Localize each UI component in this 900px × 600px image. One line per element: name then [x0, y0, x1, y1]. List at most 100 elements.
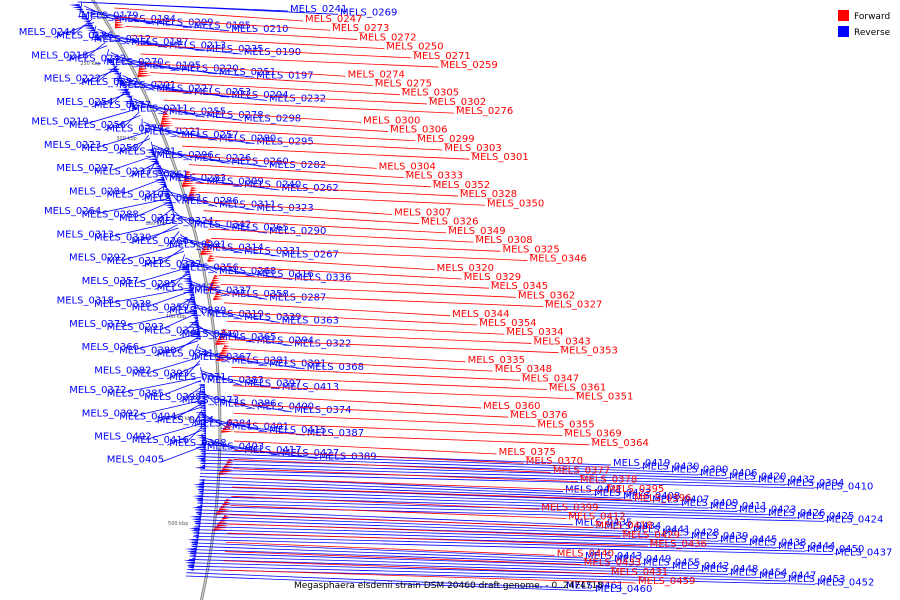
label-mels-0422[interactable]: MELS_0422: [594, 488, 651, 499]
label-mels-0415[interactable]: MELS_0415: [269, 425, 326, 436]
label-mels-0267[interactable]: MELS_0267: [282, 249, 339, 260]
label-mels-0412[interactable]: MELS_0412: [568, 512, 625, 523]
label-mels-0310[interactable]: MELS_0310: [106, 190, 163, 201]
label-mels-0385[interactable]: MELS_0385: [107, 388, 164, 399]
label-mels-0357[interactable]: MELS_0357: [82, 276, 139, 287]
label-mels-0375[interactable]: MELS_0375: [499, 447, 556, 458]
label-mels-0435[interactable]: MELS_0435: [575, 518, 632, 529]
label-mels-0347[interactable]: MELS_0347: [522, 373, 579, 384]
label-mels-0418[interactable]: MELS_0418: [595, 521, 652, 532]
label-mels-0431[interactable]: MELS_0431: [611, 567, 668, 578]
label-mels-0242[interactable]: MELS_0242: [69, 54, 126, 65]
label-mels-0304[interactable]: MELS_0304: [379, 161, 436, 172]
label-mels-0370[interactable]: MELS_0370: [526, 456, 583, 467]
label-mels-0358[interactable]: MELS_0358: [232, 289, 289, 300]
label-mels-0350[interactable]: MELS_0350: [487, 198, 544, 209]
label-mels-0223[interactable]: MELS_0223: [44, 140, 101, 151]
label-mels-0391[interactable]: MELS_0391: [269, 359, 326, 370]
label-mels-0209[interactable]: MELS_0209: [156, 17, 213, 28]
label-mels-0294[interactable]: MELS_0294: [257, 335, 314, 346]
label-mels-0429[interactable]: MELS_0429: [623, 530, 680, 541]
label-mels-0382[interactable]: MELS_0382: [94, 365, 151, 376]
label-mels-0379[interactable]: MELS_0379: [69, 319, 126, 330]
label-mels-0368[interactable]: MELS_0368: [307, 362, 364, 373]
label-mels-0298[interactable]: MELS_0298: [244, 113, 301, 124]
label-mels-0406[interactable]: MELS_0406: [700, 468, 757, 479]
label-mels-0268[interactable]: MELS_0268: [219, 266, 276, 277]
label-mels-0282[interactable]: MELS_0282: [269, 160, 326, 171]
label-mels-0360[interactable]: MELS_0360: [483, 401, 540, 412]
label-mels-0278[interactable]: MELS_0278: [206, 110, 263, 121]
label-mels-0241[interactable]: MELS_0241: [290, 4, 347, 15]
label-mels-0318[interactable]: MELS_0318: [57, 296, 114, 307]
label-mels-0301[interactable]: MELS_0301: [471, 152, 528, 163]
label-mels-0213[interactable]: MELS_0213: [169, 40, 226, 51]
label-mels-0377[interactable]: MELS_0377: [553, 465, 610, 476]
label-mels-0459[interactable]: MELS_0459: [638, 576, 695, 587]
label-mels-0453[interactable]: MELS_0453: [788, 574, 845, 585]
label-mels-0322[interactable]: MELS_0322: [294, 339, 351, 350]
label-mels-0455[interactable]: MELS_0455: [643, 557, 700, 568]
label-mels-0420[interactable]: MELS_0420: [729, 471, 786, 482]
label-mels-0448[interactable]: MELS_0448: [701, 564, 758, 575]
label-mels-0260[interactable]: MELS_0260: [231, 156, 288, 167]
label-mels-0411[interactable]: MELS_0411: [710, 501, 767, 512]
label-mels-0384[interactable]: MELS_0384: [194, 418, 251, 429]
label-mels-0308[interactable]: MELS_0308: [475, 235, 532, 246]
label-mels-0460[interactable]: MELS_0460: [595, 584, 652, 595]
label-mels-0226[interactable]: MELS_0226: [194, 153, 251, 164]
label-mels-0380[interactable]: MELS_0380: [119, 345, 176, 356]
label-mels-0432[interactable]: MELS_0432: [758, 475, 815, 486]
label-mels-0300[interactable]: MELS_0300: [363, 115, 420, 126]
label-mels-0220[interactable]: MELS_0220: [181, 64, 238, 75]
label-mels-0345[interactable]: MELS_0345: [491, 281, 548, 292]
label-mels-0393[interactable]: MELS_0393: [132, 369, 189, 380]
label-mels-0450[interactable]: MELS_0450: [807, 544, 864, 555]
label-mels-0210[interactable]: MELS_0210: [231, 24, 288, 35]
label-mels-0404[interactable]: MELS_0404: [119, 412, 176, 423]
label-mels-0362[interactable]: MELS_0362: [518, 290, 575, 301]
label-mels-0187[interactable]: MELS_0187: [131, 37, 188, 48]
label-mels-0388[interactable]: MELS_0388: [169, 438, 226, 449]
label-mels-0339[interactable]: MELS_0339: [244, 312, 301, 323]
label-mels-0439[interactable]: MELS_0439: [691, 531, 748, 542]
label-mels-0390[interactable]: MELS_0390: [671, 465, 728, 476]
label-mels-0355[interactable]: MELS_0355: [537, 419, 594, 430]
label-mels-0195[interactable]: MELS_0195: [144, 60, 201, 71]
label-mels-0333[interactable]: MELS_0333: [406, 171, 463, 182]
label-mels-0359[interactable]: MELS_0359: [132, 302, 189, 313]
label-mels-0287[interactable]: MELS_0287: [269, 292, 326, 303]
label-mels-0255[interactable]: MELS_0255: [169, 107, 226, 118]
label-mels-0398[interactable]: MELS_0398: [144, 392, 201, 403]
label-mels-0369[interactable]: MELS_0369: [564, 429, 621, 440]
label-mels-0341[interactable]: MELS_0341: [157, 349, 214, 360]
label-mels-0272[interactable]: MELS_0272: [359, 32, 416, 43]
label-mels-0280[interactable]: MELS_0280: [219, 133, 276, 144]
label-mels-0401[interactable]: MELS_0401: [232, 422, 289, 433]
label-mels-0312[interactable]: MELS_0312: [119, 213, 176, 224]
label-mels-0320[interactable]: MELS_0320: [437, 263, 494, 274]
label-mels-0313[interactable]: MELS_0313: [57, 229, 114, 240]
label-mels-0316[interactable]: MELS_0316: [257, 269, 314, 280]
label-mels-0218[interactable]: MELS_0218: [31, 50, 88, 61]
label-mels-0201[interactable]: MELS_0201: [119, 80, 176, 91]
label-mels-0423[interactable]: MELS_0423: [739, 504, 796, 515]
label-mels-0342[interactable]: MELS_0342: [194, 219, 251, 230]
label-mels-0430[interactable]: MELS_0430: [642, 461, 699, 472]
label-mels-0363[interactable]: MELS_0363: [282, 316, 339, 327]
label-mels-0387[interactable]: MELS_0387: [307, 428, 364, 439]
label-mels-0407[interactable]: MELS_0407: [652, 495, 709, 506]
label-mels-0434[interactable]: MELS_0434: [604, 521, 661, 532]
label-mels-0240[interactable]: MELS_0240: [244, 180, 301, 191]
label-mels-0227[interactable]: MELS_0227: [156, 84, 213, 95]
label-mels-0273[interactable]: MELS_0273: [332, 23, 389, 34]
label-mels-0270[interactable]: MELS_0270: [106, 57, 163, 68]
label-mels-0281[interactable]: MELS_0281: [119, 147, 176, 158]
label-mels-0338[interactable]: MELS_0338: [94, 299, 151, 310]
label-mels-0442[interactable]: MELS_0442: [672, 561, 729, 572]
label-mels-0186[interactable]: MELS_0186: [56, 31, 113, 42]
label-mels-0397[interactable]: MELS_0397: [244, 379, 301, 390]
label-mels-0253[interactable]: MELS_0253: [194, 87, 251, 98]
label-mels-0447[interactable]: MELS_0447: [759, 571, 816, 582]
label-mels-0425[interactable]: MELS_0425: [797, 511, 854, 522]
